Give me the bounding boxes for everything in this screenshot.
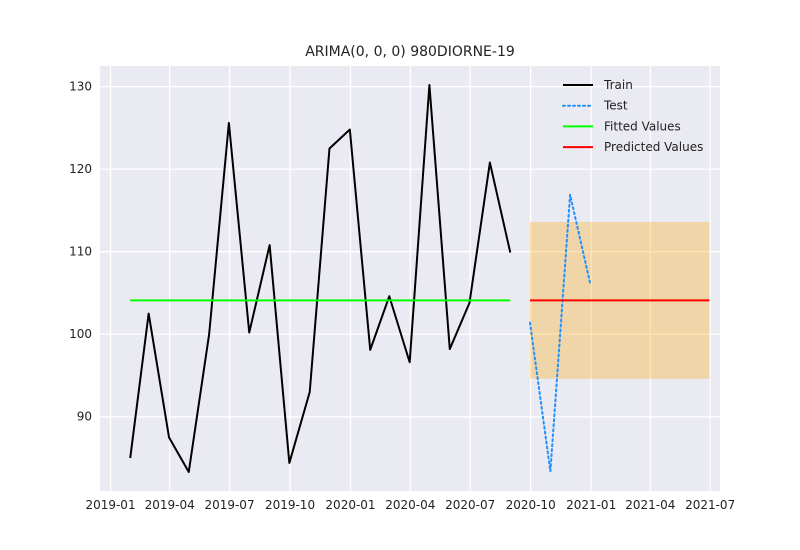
y-tick-label: 110 xyxy=(69,245,92,259)
legend-label-train: Train xyxy=(603,78,633,92)
x-tick-label: 2020-10 xyxy=(506,498,556,512)
x-tick-label: 2019-01 xyxy=(85,498,135,512)
x-tick-label: 2019-07 xyxy=(204,498,254,512)
x-tick-label: 2019-04 xyxy=(145,498,195,512)
y-tick-label: 120 xyxy=(69,162,92,176)
legend-label-predicted-values: Predicted Values xyxy=(604,140,703,154)
x-axis-ticks: 2019-01 2019-04 2019-07 2019-10 2020-01 2020-… xyxy=(85,498,735,512)
chart-title: ARIMA(0, 0, 0) 980DIORNE-19 xyxy=(305,44,515,60)
test-line xyxy=(528,193,592,473)
legend-label-fitted-values: Fitted Values xyxy=(604,119,681,133)
x-tick-label: 2020-04 xyxy=(385,498,435,512)
y-tick-label: 100 xyxy=(69,327,92,341)
x-tick-label: 2021-07 xyxy=(685,498,735,512)
x-tick-label: 2021-04 xyxy=(625,498,675,512)
series-layer xyxy=(129,83,710,474)
x-tick-label: 2020-01 xyxy=(325,498,375,512)
x-tick-label: 2021-01 xyxy=(566,498,616,512)
y-tick-label: 130 xyxy=(69,80,92,94)
legend: Train Test Fitted Values Predicted Values xyxy=(562,78,703,154)
y-tick-label: 90 xyxy=(77,410,92,424)
x-tick-label: 2019-10 xyxy=(265,498,315,512)
train-line xyxy=(129,83,512,474)
x-tick-label: 2020-07 xyxy=(445,498,495,512)
y-axis-ticks: 90 100 110 120 130 xyxy=(69,80,92,424)
legend-label-test: Test xyxy=(603,99,628,113)
